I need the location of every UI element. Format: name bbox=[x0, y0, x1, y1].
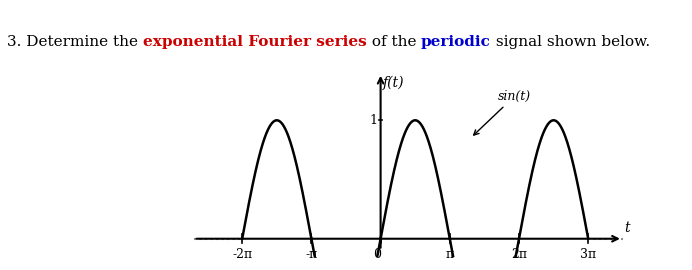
Text: sin(t): sin(t) bbox=[474, 90, 531, 135]
Text: of the: of the bbox=[367, 35, 421, 49]
Text: -2π: -2π bbox=[232, 248, 253, 261]
Text: π: π bbox=[446, 248, 454, 261]
Text: signal shown below.: signal shown below. bbox=[491, 35, 650, 49]
Text: 2π: 2π bbox=[511, 248, 527, 261]
Text: 3. Determine the: 3. Determine the bbox=[7, 35, 143, 49]
Text: periodic: periodic bbox=[421, 35, 491, 49]
Text: f(t): f(t) bbox=[383, 75, 404, 90]
Text: 3π: 3π bbox=[580, 248, 597, 261]
Text: -π: -π bbox=[305, 248, 318, 261]
Text: t: t bbox=[624, 221, 630, 235]
Text: 0: 0 bbox=[373, 248, 381, 261]
Text: 1: 1 bbox=[370, 114, 377, 127]
Text: exponential Fourier series: exponential Fourier series bbox=[143, 35, 367, 49]
